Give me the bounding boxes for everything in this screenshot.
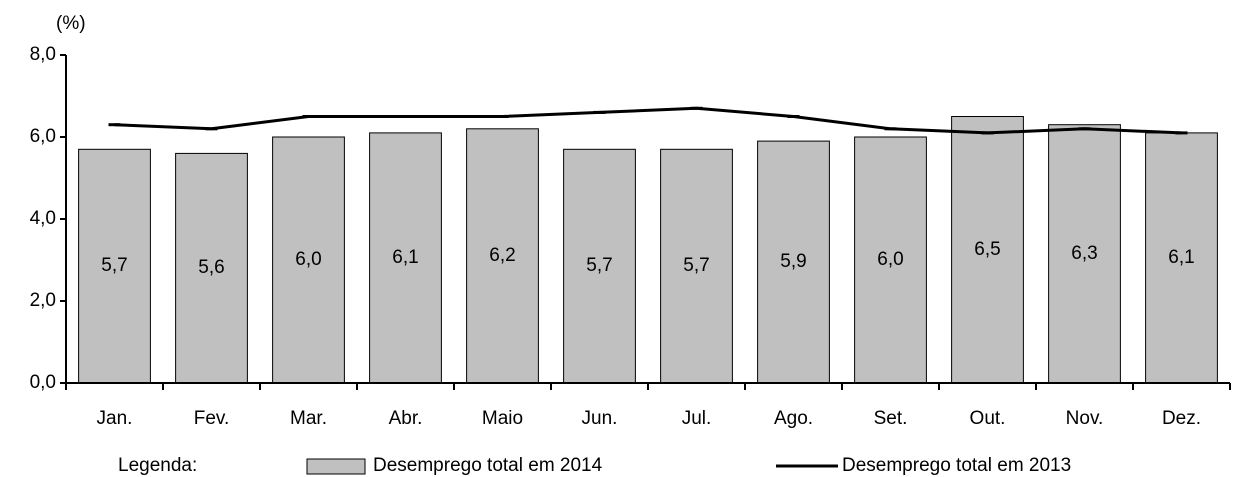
x-tick-label: Jan. [97, 408, 133, 429]
legend-label: Desemprego total em 2013 [842, 455, 1071, 476]
y-tick-label: 2,0 [30, 290, 56, 311]
y-tick-label: 0,0 [30, 372, 56, 393]
data-label: 5,7 [683, 255, 709, 276]
x-tick-label: Dez. [1162, 408, 1201, 429]
bar [369, 132, 442, 384]
x-tick-label: Jun. [582, 408, 618, 429]
data-label: 5,7 [101, 255, 127, 276]
x-tick-label: Abr. [389, 408, 423, 429]
y-tick-label: 8,0 [30, 44, 56, 65]
x-tick-label: Fev. [194, 408, 230, 429]
unit-label: (%) [56, 13, 86, 34]
data-label: 5,6 [198, 257, 224, 278]
bar [1145, 132, 1218, 384]
bar [466, 128, 539, 384]
data-label: 6,0 [295, 249, 321, 270]
bar [854, 136, 927, 384]
line [114, 106, 1182, 135]
bar [951, 116, 1024, 384]
bar [1048, 124, 1121, 384]
x-tick-label: Set. [874, 408, 908, 429]
data-label: 6,3 [1071, 243, 1097, 264]
legend-label: Desemprego total em 2014 [373, 455, 603, 476]
data-label: 6,1 [1168, 247, 1194, 268]
data-label: 6,1 [392, 247, 418, 268]
x-tick-label: Nov. [1066, 408, 1104, 429]
bar [78, 148, 151, 384]
x-tick-label: Maio [482, 408, 523, 429]
data-label: 5,7 [586, 255, 612, 276]
bar [757, 140, 830, 384]
y-tick-label: 6,0 [30, 126, 56, 147]
data-label: 6,2 [489, 245, 515, 266]
data-label: 6,5 [974, 239, 1000, 260]
data-label: 5,9 [780, 251, 806, 272]
bar [563, 148, 636, 384]
x-tick-label: Jul. [682, 408, 712, 429]
data-label: 6,0 [877, 249, 903, 270]
x-tick-label: Out. [970, 408, 1006, 429]
x-tick-label: Ago. [774, 408, 813, 429]
bar [272, 136, 345, 384]
x-tick-label: Mar. [290, 408, 327, 429]
legend-title: Legenda: [118, 455, 197, 476]
legend-swatch [306, 458, 366, 475]
y-tick-label: 4,0 [30, 208, 56, 229]
bar [660, 148, 733, 384]
